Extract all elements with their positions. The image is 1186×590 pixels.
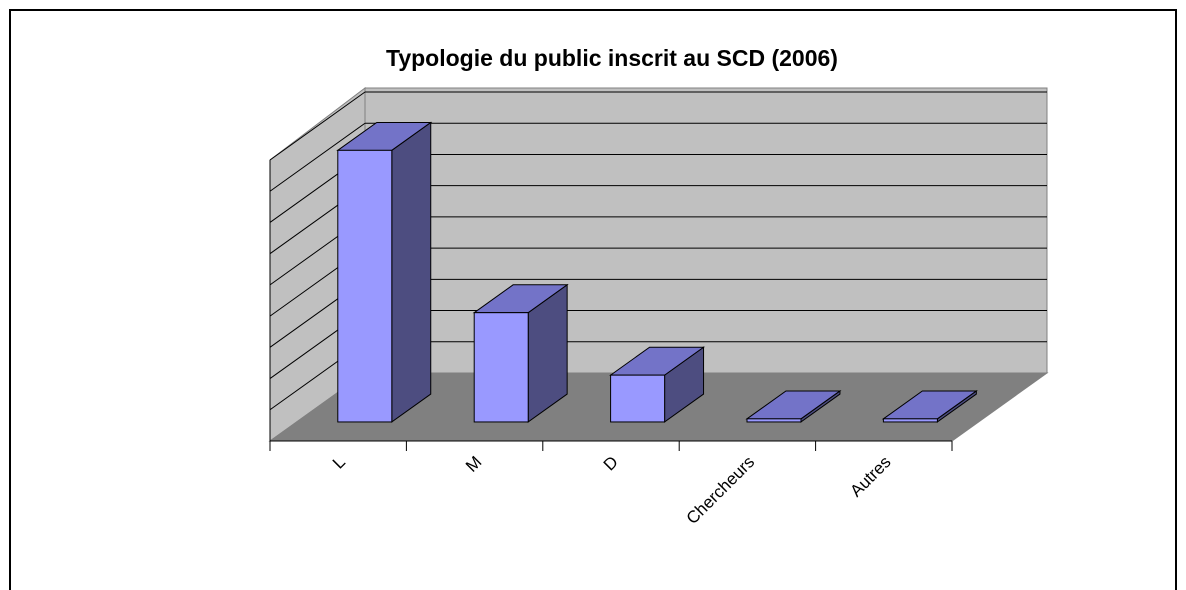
back-wall — [364, 87, 1048, 374]
grid-line — [269, 91, 366, 161]
bar — [610, 374, 666, 423]
bar-side — [391, 121, 432, 423]
bar — [337, 149, 393, 423]
grid-line — [269, 122, 366, 192]
chart-title: Typologie du public inscrit au SCD (2006… — [386, 45, 838, 71]
bar — [473, 312, 529, 423]
bar — [746, 418, 802, 423]
bar — [882, 418, 938, 423]
